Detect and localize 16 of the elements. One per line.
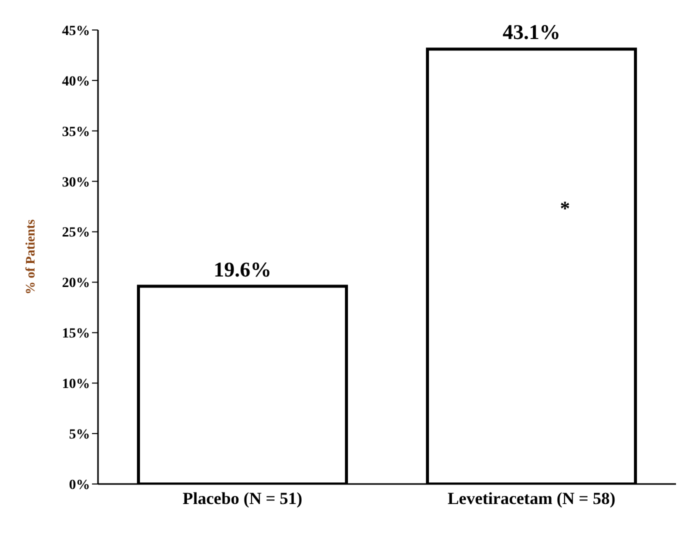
y-tick-label: 30%	[62, 175, 90, 190]
y-tick-label: 10%	[62, 377, 90, 392]
data-label: 43.1%	[502, 20, 560, 44]
y-tick-label: 45%	[62, 24, 90, 39]
y-tick-label: 40%	[62, 74, 90, 90]
data-label: 19.6%	[214, 257, 272, 282]
x-tick-label: Levetiracetam (N = 58)	[448, 489, 616, 508]
y-tick-label: 35%	[62, 124, 90, 140]
y-tick-label: 15%	[62, 326, 90, 342]
y-tick-label: 0%	[69, 478, 90, 493]
y-tick-label: 25%	[62, 226, 90, 241]
y-axis-title: % of Patients	[22, 219, 38, 295]
x-tick-label: Placebo (N = 51)	[182, 489, 302, 508]
annotation: *	[560, 198, 570, 221]
y-tick-label: 5%	[69, 428, 90, 443]
y-tick-label: 20%	[62, 276, 90, 292]
